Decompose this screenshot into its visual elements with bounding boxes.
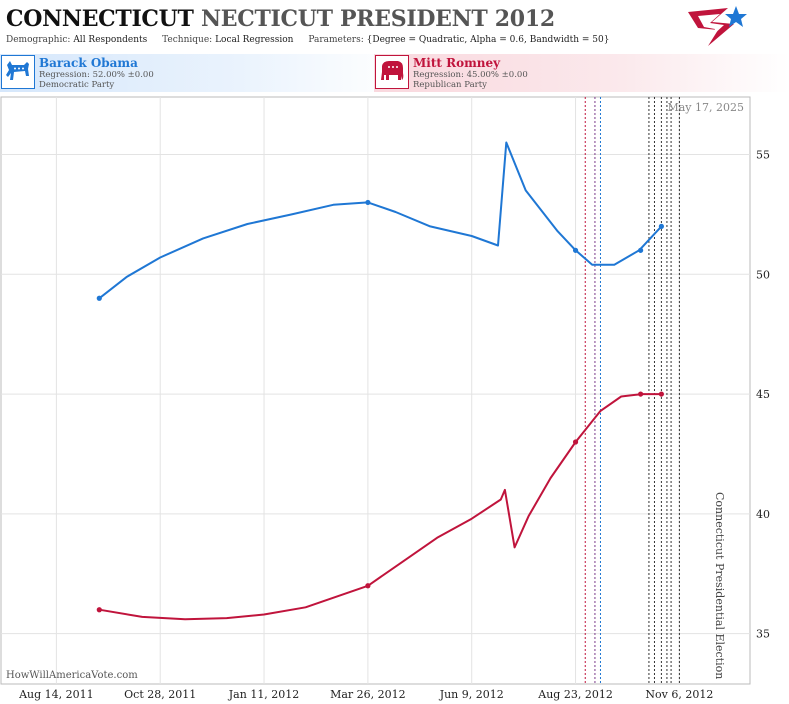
x-tick-label: Mar 26, 2012 bbox=[330, 688, 406, 701]
technique-value: Local Regression bbox=[215, 35, 294, 45]
x-tick-label: Jun 9, 2012 bbox=[439, 688, 504, 701]
candidate-party: Republican Party bbox=[413, 80, 487, 90]
plot-area bbox=[0, 96, 751, 685]
candidate-romney: Mitt Romney Regression: 45.00% ±0.00 Rep… bbox=[374, 54, 789, 92]
data-point bbox=[96, 295, 102, 301]
y-tick-label: 50 bbox=[756, 268, 770, 281]
series-line-1 bbox=[98, 393, 663, 621]
header: CONNECTICUT NECTICUT PRESIDENT 2012 Demo… bbox=[0, 0, 789, 52]
y-tick-label: 45 bbox=[756, 388, 770, 401]
series bbox=[96, 141, 664, 621]
site-logo-icon bbox=[688, 6, 747, 46]
x-tick-label: Aug 14, 2011 bbox=[18, 688, 94, 701]
candidate-name: Mitt Romney bbox=[413, 56, 501, 70]
data-point bbox=[572, 247, 579, 253]
x-tick-label: Oct 28, 2011 bbox=[124, 688, 196, 701]
axes: Aug 14, 2011 Oct 28, 2011 Jan 11, 2012 Mar … bbox=[18, 149, 770, 701]
parameters-line: Demographic: All Respondents Technique: … bbox=[6, 35, 609, 45]
demographic-label: Demographic: bbox=[6, 35, 71, 45]
data-point bbox=[638, 247, 644, 253]
y-tick-label: 35 bbox=[756, 628, 770, 641]
date-label: May 17, 2025 bbox=[667, 101, 744, 114]
candidate-obama: Barack Obama Regression: 52.00% ±0.00 De… bbox=[0, 54, 400, 92]
data-point bbox=[572, 439, 579, 445]
candidate-party: Democratic Party bbox=[39, 80, 115, 90]
data-point bbox=[638, 391, 644, 397]
event-label: Connecticut Presidential Election bbox=[713, 492, 726, 679]
candidate-regression: Regression: 45.00% ±0.00 bbox=[413, 70, 528, 80]
data-point bbox=[365, 199, 371, 206]
parameters-label: Parameters: bbox=[308, 35, 364, 45]
elephant-icon bbox=[375, 55, 409, 89]
title-state: CONNECTICUT bbox=[6, 6, 194, 32]
poll-date-lines bbox=[584, 97, 680, 684]
x-tick-label: Nov 6, 2012 bbox=[645, 688, 713, 701]
page-title: CONNECTICUT NECTICUT PRESIDENT 2012 bbox=[6, 6, 555, 32]
data-point bbox=[365, 583, 371, 589]
series-line-0 bbox=[98, 141, 663, 300]
demographic-value: All Respondents bbox=[73, 35, 148, 45]
watermark: HowWillAmericaVote.com bbox=[6, 670, 138, 681]
parameters-value: {Degree = Quadratic, Alpha = 0.6, Bandwi… bbox=[366, 35, 610, 45]
data-point bbox=[658, 391, 664, 397]
y-tick-label: 40 bbox=[756, 508, 770, 521]
data-point bbox=[658, 223, 664, 229]
candidate-regression: Regression: 52.00% ±0.00 bbox=[39, 70, 154, 80]
y-tick-label: 55 bbox=[756, 149, 770, 162]
x-tick-label: Aug 23, 2012 bbox=[537, 688, 613, 701]
technique-label: Technique: bbox=[162, 35, 213, 45]
data-point bbox=[96, 607, 102, 613]
x-tick-label: Jan 11, 2012 bbox=[228, 688, 300, 701]
candidate-name: Barack Obama bbox=[39, 56, 138, 70]
title-rest: NECTICUT PRESIDENT 2012 bbox=[200, 6, 555, 32]
donkey-icon bbox=[1, 55, 35, 89]
